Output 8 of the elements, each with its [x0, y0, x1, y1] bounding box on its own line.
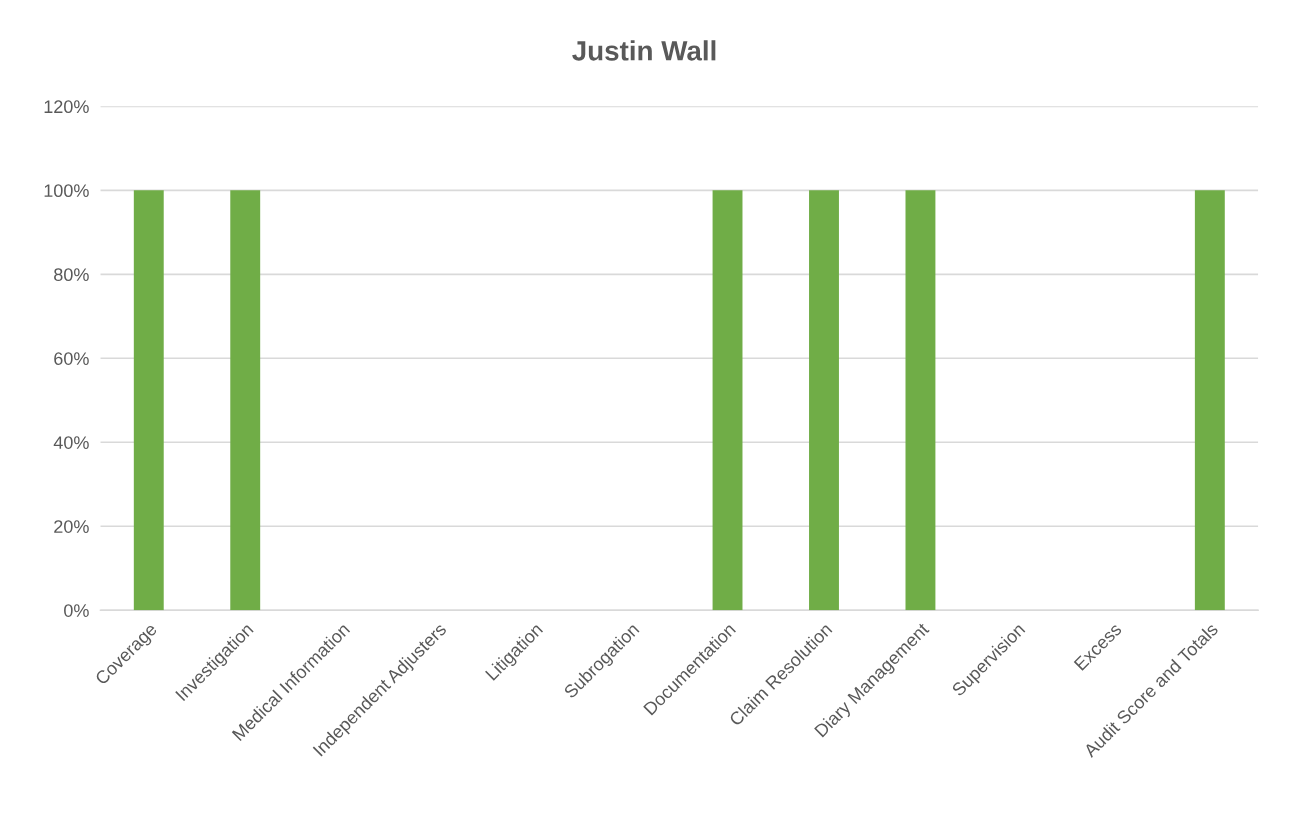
y-tick-label: 100%	[44, 184, 89, 198]
y-tick-label: 80%	[54, 268, 89, 282]
chart-title: Justin Wall	[572, 40, 716, 61]
y-tick-label: 60%	[54, 352, 89, 365]
y-tick-label: 40%	[53, 436, 89, 449]
y-tick-label: 120%	[44, 100, 89, 114]
y-tick-label: 0%	[64, 604, 89, 617]
y-tick-label: 20%	[54, 520, 89, 533]
